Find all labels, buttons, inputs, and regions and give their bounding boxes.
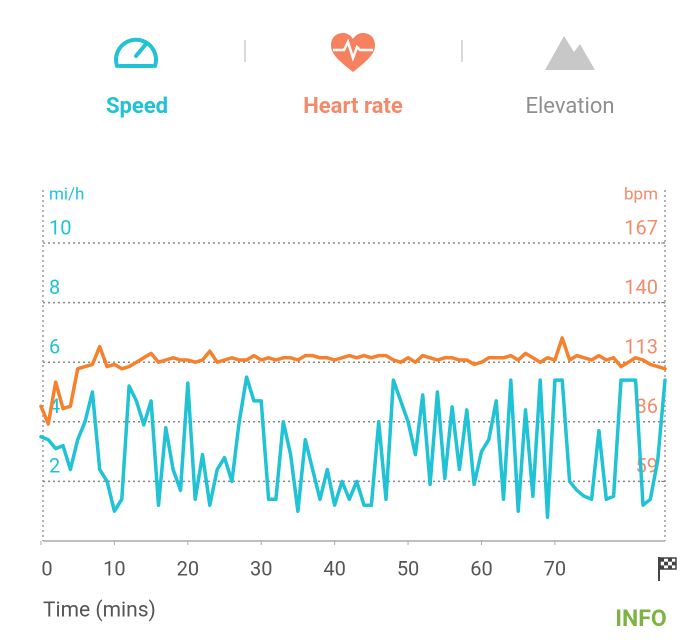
y2-tick-label: 167 bbox=[624, 215, 658, 239]
y-tick-label: 4 bbox=[49, 394, 60, 418]
speed-tab[interactable]: Speed bbox=[106, 37, 168, 119]
x-tick-label: 10 bbox=[103, 556, 125, 580]
y2-tick-label: 86 bbox=[636, 394, 658, 418]
tab-label: Speed bbox=[106, 94, 168, 119]
x-axis-label: Time (mins) bbox=[43, 599, 156, 623]
x-tick-label: 50 bbox=[397, 556, 419, 580]
y-tick-label: 10 bbox=[49, 215, 71, 239]
y-tick-label: 6 bbox=[49, 334, 60, 358]
x-tick-label: 40 bbox=[323, 556, 345, 580]
series-line bbox=[39, 375, 667, 519]
info-button[interactable]: INFO bbox=[615, 605, 666, 632]
tab-label: Heart rate bbox=[303, 94, 403, 119]
x-tick-label: 0 bbox=[41, 556, 52, 580]
y2-tick-label: 113 bbox=[624, 334, 658, 358]
x-tick-label: 20 bbox=[177, 556, 199, 580]
y2-axis-label: bpm bbox=[624, 184, 658, 204]
y2-tick-label: 140 bbox=[624, 275, 658, 299]
y-axis-label: mi/h bbox=[49, 184, 84, 204]
elevation-tab[interactable]: Elevation bbox=[525, 36, 615, 119]
speed-icon bbox=[114, 37, 158, 68]
finish-flag bbox=[658, 557, 677, 581]
y-tick-label: 8 bbox=[49, 275, 60, 299]
pulse bbox=[333, 38, 373, 62]
tab-label: Elevation bbox=[525, 94, 614, 119]
series-line bbox=[39, 336, 667, 426]
mountain-icon bbox=[545, 36, 595, 70]
heart-rate-tab[interactable]: Heart rate bbox=[303, 33, 403, 119]
x-tick-label: 70 bbox=[544, 556, 566, 580]
heart-icon bbox=[331, 33, 375, 72]
x-tick-label: 30 bbox=[250, 556, 272, 580]
y-tick-label: 2 bbox=[49, 454, 60, 478]
x-tick-label: 60 bbox=[470, 556, 492, 580]
